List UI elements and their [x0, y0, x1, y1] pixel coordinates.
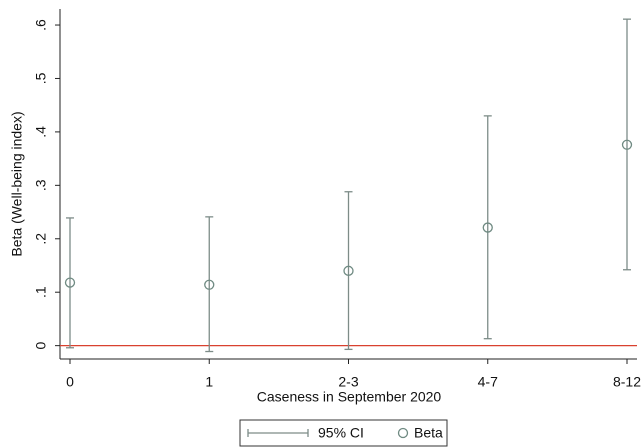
y-tick-label: .4: [33, 126, 49, 138]
legend-box: [239, 419, 448, 447]
x-axis-title: Caseness in September 2020: [257, 389, 442, 405]
y-tick-label: .3: [33, 179, 49, 191]
point: [621, 139, 633, 150]
legend-label: Beta: [414, 425, 443, 441]
y-tick-label: .6: [33, 19, 49, 31]
point: [64, 277, 76, 288]
x-tick-label: 0: [66, 374, 74, 390]
legend-label: 95% CI: [318, 425, 364, 441]
y-tick-label: .2: [33, 233, 49, 245]
point: [343, 265, 354, 276]
point: [204, 279, 215, 290]
x-tick-label: 8-12: [613, 374, 641, 390]
x-tick-label: 4-7: [478, 374, 498, 390]
x-tick-label: 1: [205, 374, 213, 390]
legend-beta-symbol: [397, 427, 409, 439]
y-tick-label: .1: [33, 286, 49, 298]
y-axis-title: Beta (Well-being index): [9, 111, 25, 256]
y-tick-label: .5: [33, 72, 49, 84]
y-tick-label: 0: [33, 342, 49, 350]
point: [482, 222, 493, 233]
x-tick-label: 2-3: [338, 374, 358, 390]
